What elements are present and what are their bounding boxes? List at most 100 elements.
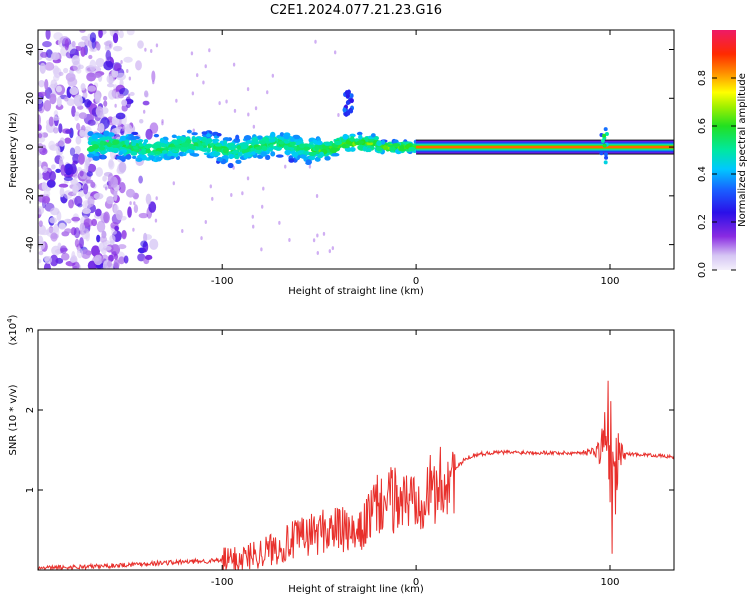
signal-cell [131, 142, 137, 146]
noise-speck [56, 96, 62, 107]
signal-cell [206, 133, 211, 138]
signal-cell [130, 151, 138, 156]
noise-speck [46, 179, 56, 188]
spike-cell [604, 155, 609, 160]
noise-speck [61, 252, 70, 261]
y-tick-label: -40 [25, 236, 36, 252]
noise-speck [76, 248, 83, 259]
noise-speck [56, 146, 61, 156]
signal-cell [243, 135, 252, 141]
noise-speck [79, 170, 84, 177]
noise-speck [38, 133, 43, 139]
noise-speck [96, 42, 101, 51]
signal-cell [227, 142, 235, 147]
signal-cell [342, 133, 349, 140]
signal-cell [349, 146, 356, 152]
noise-speck [75, 135, 82, 145]
noise-speck [78, 112, 88, 120]
noise-speck [125, 188, 136, 198]
noise-speck [109, 43, 112, 48]
noise-speck [93, 192, 104, 200]
signal-cell [268, 137, 276, 143]
noise-speck [209, 184, 212, 189]
noise-speck [121, 99, 128, 107]
signal-cell [143, 139, 149, 144]
noise-speck [107, 254, 114, 262]
signal-cell [334, 140, 343, 146]
signal-cell [99, 137, 107, 141]
signal-cell [235, 134, 240, 141]
signal-cell [161, 150, 168, 154]
noise-speck [64, 38, 69, 51]
signal-cell [159, 137, 165, 143]
signal-cell [289, 141, 296, 146]
noise-speck [86, 72, 97, 82]
signal-cell [389, 146, 396, 151]
colorbar-tick-label: 0.4 [697, 166, 708, 182]
signal-cell [235, 159, 242, 164]
noise-speck [44, 62, 55, 71]
noise-speck [63, 190, 73, 200]
signal-cell [237, 151, 243, 157]
noise-speck [251, 214, 254, 219]
signal-cell [303, 146, 311, 151]
signal-cell [116, 155, 124, 160]
noise-speck [96, 220, 106, 233]
spike-cell [602, 133, 607, 138]
noise-speck [103, 211, 110, 224]
noise-speck [77, 166, 82, 172]
noise-speck [87, 119, 96, 126]
signal-cell [145, 149, 151, 154]
noise-speck [118, 256, 125, 265]
noise-speck [58, 71, 64, 77]
noise-speck [42, 195, 51, 204]
noise-speck [127, 206, 132, 218]
noise-speck [38, 96, 44, 105]
noise-speck [71, 105, 76, 118]
signal-cell [265, 154, 271, 161]
noise-speck [123, 56, 133, 63]
noise-speck [78, 152, 85, 165]
noise-speck [108, 89, 116, 100]
noise-speck [314, 39, 317, 44]
noise-speck [96, 234, 101, 243]
signal-cell [289, 137, 295, 142]
noise-speck [38, 91, 47, 97]
noise-speck [88, 54, 93, 60]
noise-speck [278, 220, 281, 225]
signal-cell [250, 147, 255, 152]
noise-speck [148, 201, 157, 213]
x-tick-label: 0 [413, 276, 419, 287]
noise-speck [138, 175, 143, 184]
noise-speck [53, 110, 59, 118]
noise-speck [246, 176, 250, 181]
signal-cell [92, 156, 100, 161]
noise-speck [79, 129, 86, 138]
noise-speck [115, 112, 126, 120]
noise-speck [109, 30, 115, 37]
signal-cell [275, 154, 284, 158]
colorbar-ticks: 0.0 0.2 0.4 0.6 0.8 [697, 70, 736, 278]
noise-speck [112, 45, 123, 52]
signal-cell [312, 139, 318, 143]
snr-ylabel: SNR (10 * v/v) [8, 384, 19, 455]
noise-speck [191, 91, 195, 96]
noise-speck [80, 83, 86, 91]
signal-cell [277, 141, 285, 145]
signal-cell [216, 156, 223, 162]
noise-speck [40, 51, 48, 58]
signal-blob-cell [346, 110, 351, 116]
noise-speck [85, 231, 90, 242]
noise-speck [102, 175, 107, 182]
noise-speck [113, 63, 122, 72]
signal-cell [191, 132, 198, 136]
noise-speck [154, 218, 158, 223]
signal-cell [356, 140, 365, 145]
noise-speck [266, 90, 269, 95]
signal-cell [341, 144, 347, 149]
noise-speck [68, 199, 74, 209]
signal-cell [86, 153, 95, 158]
noise-speck [118, 30, 124, 39]
noise-speck [79, 237, 84, 249]
signal-cell [375, 146, 383, 151]
